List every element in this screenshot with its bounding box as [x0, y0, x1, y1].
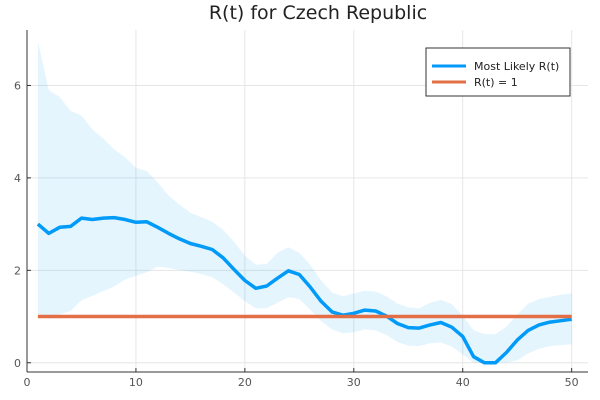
y-tick-label: 0 [14, 357, 21, 370]
x-tick-label: 40 [456, 376, 470, 389]
series-lines [36, 215, 572, 365]
most-likely-rt-line [36, 215, 572, 365]
legend-box [425, 47, 571, 97]
y-tick-label: 4 [14, 172, 21, 185]
legend-label-most-likely: Most Likely R(t) [474, 60, 559, 73]
legend: Most Likely R(t) R(t) = 1 [425, 47, 571, 97]
tick-labels: 0 10 20 30 40 50 0 2 4 6 [14, 79, 579, 389]
x-tick-label: 30 [347, 376, 361, 389]
legend-label-r-equals-1: R(t) = 1 [474, 76, 518, 89]
confidence-band-area [37, 41, 572, 363]
confidence-band [37, 41, 572, 363]
y-tick-label: 2 [14, 264, 21, 277]
y-tick-label: 6 [14, 79, 21, 92]
x-tick-label: 0 [24, 376, 31, 389]
chart-title: R(t) for Czech Republic [209, 2, 427, 24]
x-tick-label: 50 [565, 376, 579, 389]
axes [26, 30, 588, 373]
x-tick-label: 20 [238, 376, 252, 389]
x-tick-label: 10 [129, 376, 143, 389]
